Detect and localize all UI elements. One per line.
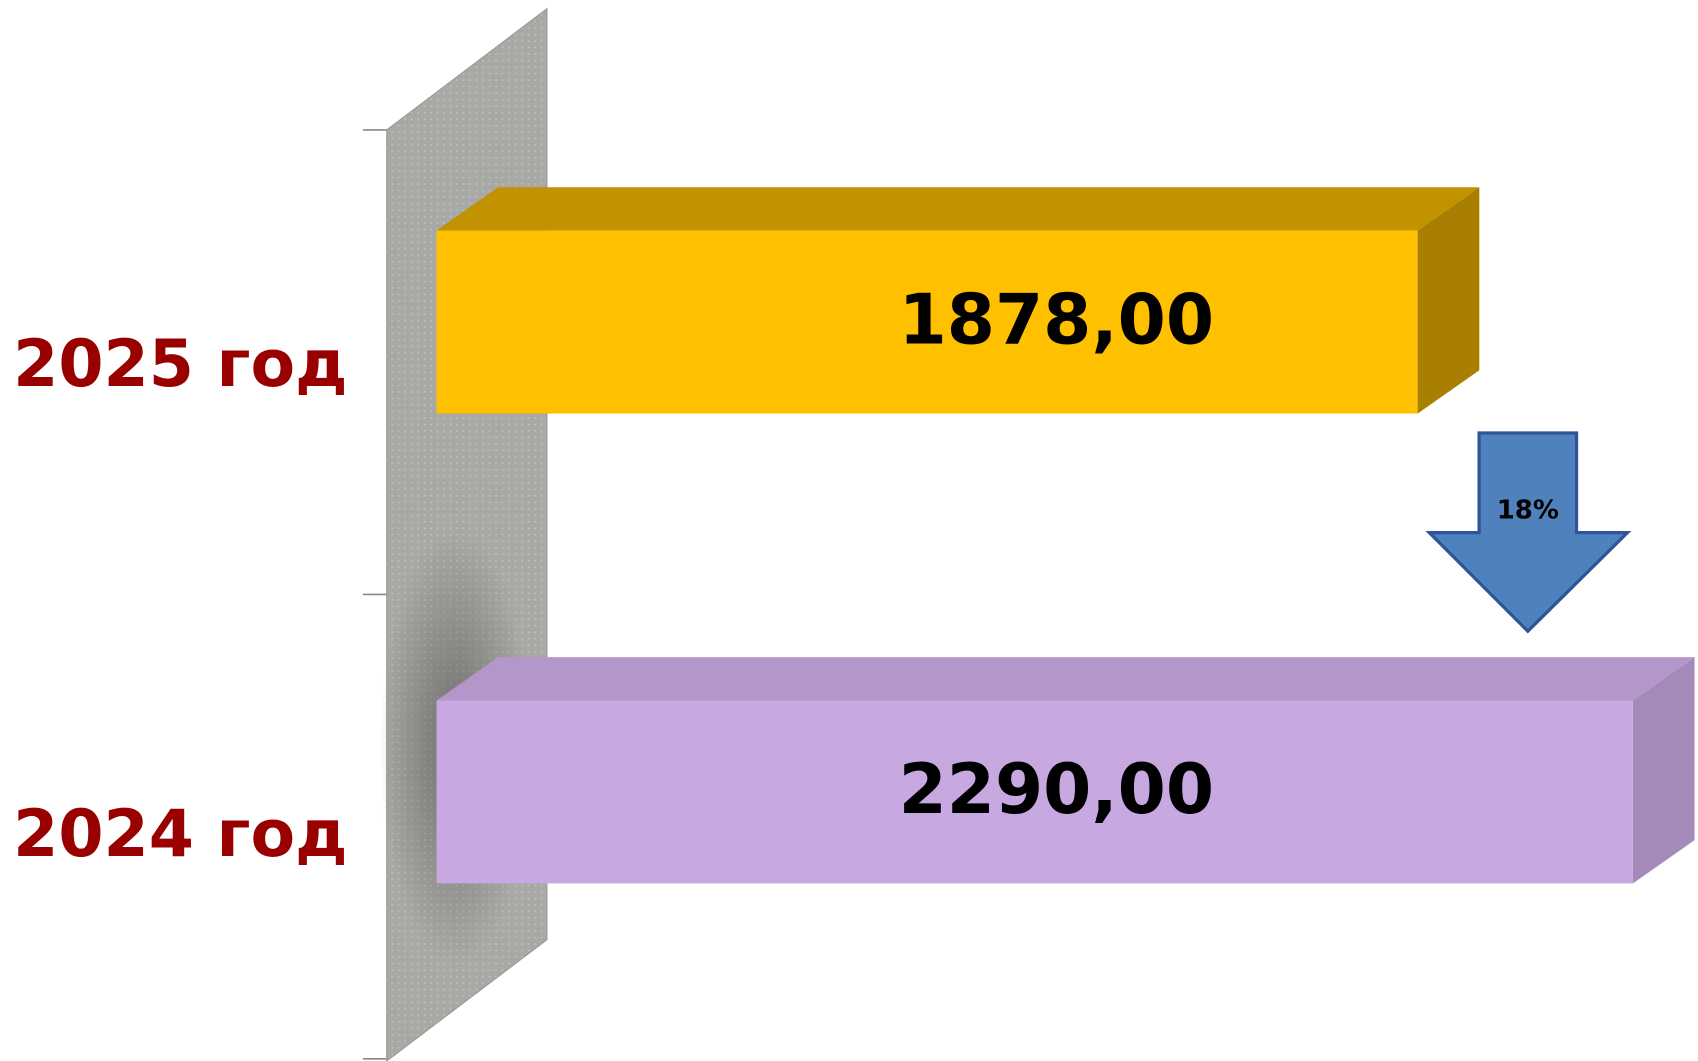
bar-top <box>436 657 1695 701</box>
category-label: 2024 год <box>13 797 347 872</box>
bar-front <box>436 230 1418 414</box>
value-label: 1878,00 <box>899 280 1214 360</box>
value-label: 2290,00 <box>899 750 1214 830</box>
category-label: 2025 год <box>13 327 347 402</box>
bar-side <box>1632 657 1695 884</box>
arrow-label: 18% <box>1497 496 1559 526</box>
arrow-shape <box>1425 431 1632 634</box>
bar-top <box>436 187 1480 231</box>
bar-side <box>1417 187 1480 414</box>
bar <box>436 187 1480 414</box>
bar <box>436 657 1695 884</box>
change-arrow: 18% <box>1425 431 1632 634</box>
bar-front <box>436 700 1633 884</box>
